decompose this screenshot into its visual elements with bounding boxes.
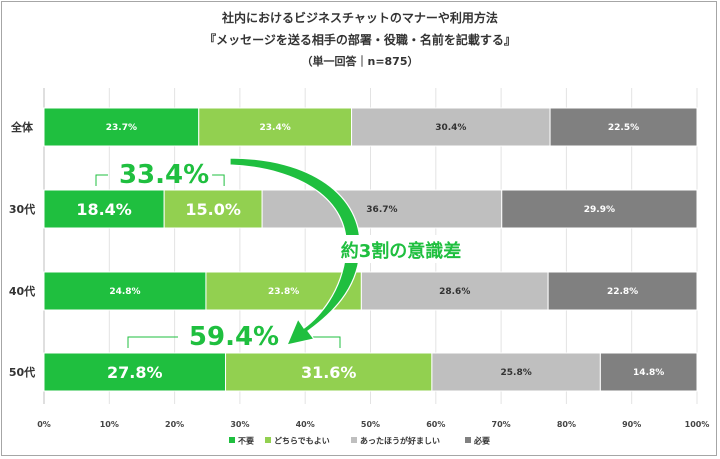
data-label: 27.8% bbox=[107, 363, 163, 382]
callout-30s-value: 33.4% bbox=[119, 160, 209, 190]
curved-arrow bbox=[229, 157, 361, 346]
category-label: 全体 bbox=[10, 120, 34, 134]
legend-label: どちらでもよい bbox=[274, 436, 330, 446]
x-tick-label: 70% bbox=[492, 420, 511, 429]
chart-title-line3: （単一回答｜n=875） bbox=[301, 55, 419, 68]
bar-segment bbox=[198, 107, 353, 147]
category-label: 30代 bbox=[9, 202, 35, 216]
bar-segment bbox=[43, 352, 227, 392]
callout-50s-value: 59.4% bbox=[189, 322, 279, 352]
data-label: 24.8% bbox=[109, 287, 140, 297]
legend-swatch bbox=[265, 437, 271, 443]
x-tick-label: 50% bbox=[361, 420, 380, 429]
bracket-line bbox=[95, 174, 108, 186]
data-label: 22.5% bbox=[608, 123, 639, 133]
bracket-line bbox=[127, 336, 178, 348]
legend-swatch bbox=[351, 437, 357, 443]
x-tick-label: 40% bbox=[296, 420, 315, 429]
bar-segment bbox=[43, 189, 165, 229]
x-tick-label: 60% bbox=[426, 420, 445, 429]
bar-segment bbox=[261, 189, 503, 229]
x-tick-label: 30% bbox=[230, 420, 249, 429]
chart-title-line1: 社内におけるビジネスチャットのマナーや利用方法 bbox=[222, 11, 498, 25]
legend-swatch bbox=[229, 437, 235, 443]
data-label: 30.4% bbox=[435, 123, 466, 133]
bar-segment bbox=[43, 107, 200, 147]
bar-segment bbox=[43, 271, 207, 311]
category-label: 50代 bbox=[9, 365, 35, 379]
bar-segment bbox=[599, 352, 698, 392]
legend-label: 必要 bbox=[473, 436, 490, 446]
data-label: 29.9% bbox=[584, 205, 615, 215]
data-label: 28.6% bbox=[439, 287, 470, 297]
x-tick-label: 10% bbox=[100, 420, 119, 429]
data-label: 23.7% bbox=[106, 123, 137, 133]
legend-label: あったほうが好ましい bbox=[360, 436, 440, 446]
x-tick-label: 0% bbox=[37, 420, 51, 429]
arrow-annotation-text: 約3割の意識差 bbox=[341, 240, 462, 262]
data-label: 25.8% bbox=[501, 368, 532, 378]
bar-segment bbox=[225, 352, 433, 392]
x-tick-label: 20% bbox=[165, 420, 184, 429]
x-tick-label: 100% bbox=[685, 420, 710, 429]
category-label: 40代 bbox=[9, 284, 35, 298]
x-tick-label: 90% bbox=[622, 420, 641, 429]
arrow-text-background bbox=[328, 235, 474, 263]
bar-segment bbox=[549, 107, 698, 147]
chart-title-line2: 『メッセージを送る相手の部署・役職・名前を記載する』 bbox=[204, 33, 516, 47]
data-label: 22.8% bbox=[607, 287, 638, 297]
bracket-line bbox=[212, 174, 225, 186]
bar-segment bbox=[360, 271, 549, 311]
data-label: 15.0% bbox=[185, 200, 241, 219]
data-label: 23.4% bbox=[260, 123, 291, 133]
bar-segment bbox=[351, 107, 551, 147]
data-label: 14.8% bbox=[633, 368, 664, 378]
bar-segment bbox=[501, 189, 698, 229]
data-label: 31.6% bbox=[301, 363, 357, 382]
data-label: 36.7% bbox=[366, 205, 397, 215]
legend-swatch bbox=[465, 437, 471, 443]
bar-segment bbox=[431, 352, 601, 392]
bar-segment bbox=[163, 189, 263, 229]
bar-segment bbox=[547, 271, 698, 311]
legend-label: 不要 bbox=[238, 437, 254, 446]
data-label: 18.4% bbox=[76, 200, 132, 219]
data-label: 23.8% bbox=[268, 287, 299, 297]
x-tick-label: 80% bbox=[557, 420, 576, 429]
